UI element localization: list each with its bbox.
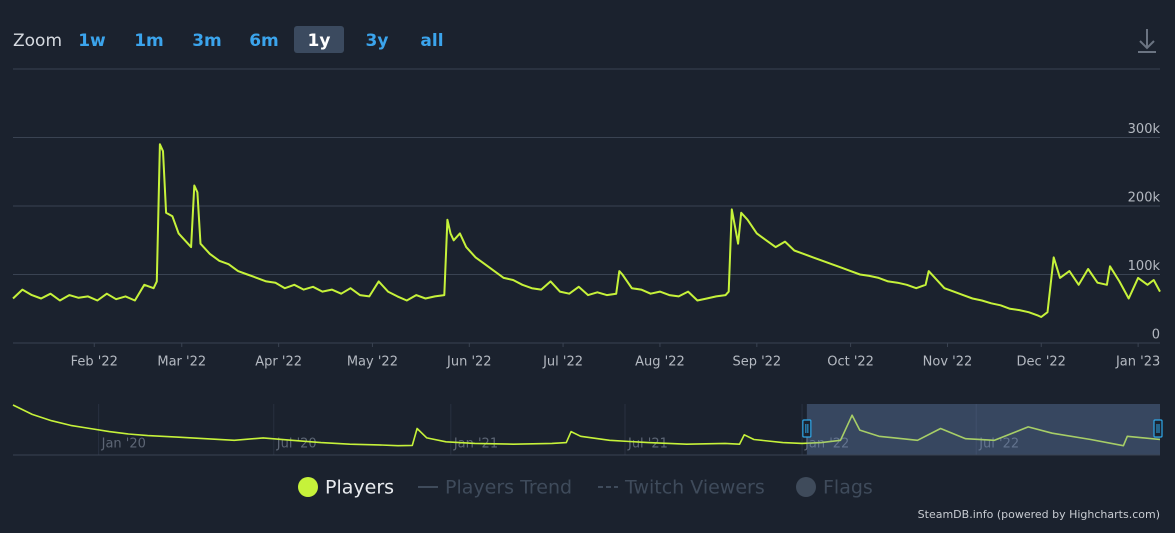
- legend-label[interactable]: Flags: [823, 477, 873, 499]
- x-tick-label: Oct '22: [827, 355, 874, 370]
- players-line: [12, 143, 1161, 318]
- navigator-tick-label: Jul '21: [627, 437, 668, 452]
- navigator-line: [12, 404, 1161, 447]
- x-tick-label: Jul '22: [542, 355, 583, 370]
- zoom-button[interactable]: 1w: [78, 31, 106, 51]
- zoom-button[interactable]: 6m: [249, 31, 279, 51]
- y-tick-label: 0: [1152, 328, 1160, 343]
- credits: SteamDB.info (powered by Highcharts.com): [918, 508, 1160, 521]
- zoom-button[interactable]: 1m: [134, 31, 164, 51]
- navigator-handle-grip[interactable]: [805, 424, 809, 433]
- download-glyph[interactable]: [1138, 29, 1156, 53]
- legend-item[interactable]: Twitch Viewers: [598, 477, 765, 499]
- navigator-tick-label: Jan '20: [101, 437, 146, 452]
- zoom-button[interactable]: 3y: [366, 31, 389, 51]
- zoom-label: Zoom: [13, 31, 62, 51]
- zoom-button[interactable]: 3m: [192, 31, 222, 51]
- x-tick-label: Mar '22: [157, 355, 206, 370]
- x-tick-label: Nov '22: [923, 355, 973, 370]
- download-icon[interactable]: [1138, 29, 1156, 53]
- x-tick-label: Dec '22: [1017, 355, 1066, 370]
- zoom-button[interactable]: 1y: [308, 31, 331, 51]
- zoom-button-bg[interactable]: [294, 26, 344, 53]
- x-tick-label: Aug '22: [635, 355, 685, 370]
- legend-item[interactable]: Flags: [796, 477, 873, 499]
- legend-label[interactable]: Players: [325, 477, 394, 499]
- legend-symbol[interactable]: [796, 477, 816, 497]
- navigator-handle[interactable]: [1153, 419, 1163, 438]
- y-tick-label: 100k: [1128, 259, 1161, 274]
- legend-symbol[interactable]: [298, 477, 318, 497]
- x-tick-label: May '22: [347, 355, 398, 370]
- navigator-handle[interactable]: [802, 419, 812, 438]
- x-tick-label: Apr '22: [255, 355, 302, 370]
- legend-item[interactable]: Players Trend: [418, 477, 572, 499]
- navigator-handle-grip[interactable]: [1156, 424, 1160, 433]
- x-tick-label: Jun '22: [446, 355, 492, 370]
- y-tick-label: 300k: [1128, 122, 1161, 137]
- x-tick-label: Feb '22: [71, 355, 118, 370]
- y-tick-label: 200k: [1128, 191, 1161, 206]
- zoom-button[interactable]: all: [420, 31, 443, 51]
- legend-label[interactable]: Twitch Viewers: [624, 477, 765, 499]
- legend-item[interactable]: Players: [298, 477, 394, 499]
- x-tick-label: Jan '23: [1115, 355, 1160, 370]
- x-tick-label: Sep '22: [732, 355, 781, 370]
- navigator-selection[interactable]: [806, 404, 1160, 455]
- legend-label[interactable]: Players Trend: [445, 477, 572, 499]
